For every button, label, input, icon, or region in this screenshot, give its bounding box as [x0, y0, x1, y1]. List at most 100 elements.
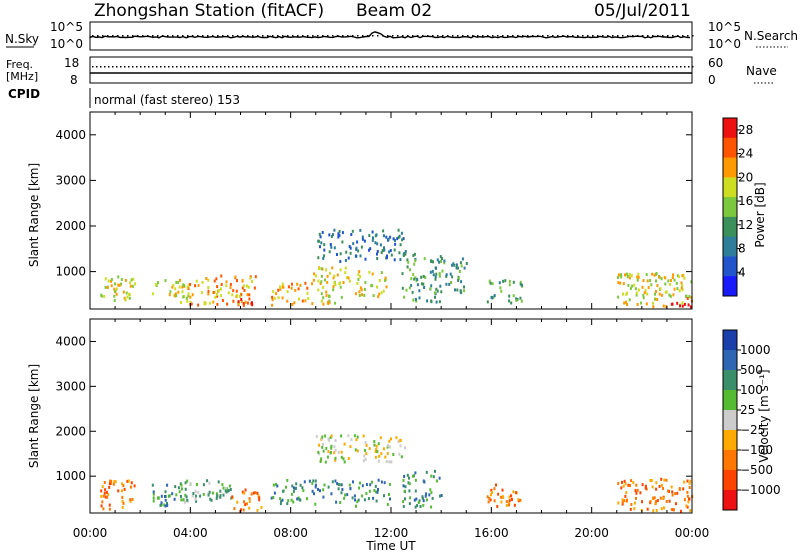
data-cell: [272, 496, 275, 499]
data-cell: [315, 435, 318, 439]
data-cell: [224, 489, 227, 493]
data-cell: [430, 300, 433, 304]
data-cell: [432, 475, 435, 479]
nsearch-dot: [627, 35, 629, 37]
freq-label: Freq.: [6, 58, 33, 71]
data-cell: [388, 250, 391, 254]
nave-dot: [216, 66, 218, 68]
data-cell: [306, 286, 309, 290]
data-cell: [108, 485, 111, 489]
y-tick-label: 2000: [55, 424, 86, 438]
data-cell: [398, 251, 401, 255]
data-cell: [341, 240, 344, 244]
data-cell: [171, 492, 174, 496]
data-cell: [327, 450, 330, 454]
nsearch-dot: [572, 35, 574, 37]
data-cell: [339, 268, 342, 272]
data-cell: [352, 480, 354, 484]
nsearch-dot: [677, 35, 679, 37]
power-colorbar: 4 8 12 16 20 24 28 Power [dB]: [722, 117, 767, 297]
data-cell: [324, 434, 327, 438]
data-cell: [685, 294, 688, 298]
data-cell: [177, 486, 180, 490]
nave-dot: [192, 66, 194, 68]
nsearch-dot: [427, 35, 429, 37]
data-cell: [321, 437, 323, 441]
data-cell: [460, 261, 462, 265]
nave-dot: [92, 66, 94, 68]
nave-dot: [468, 66, 470, 68]
nave-dot: [188, 66, 190, 68]
colorbar-swatch: [723, 197, 737, 218]
data-cell: [115, 292, 118, 296]
data-cell: [129, 498, 132, 502]
data-cell: [209, 497, 212, 501]
data-cell: [411, 474, 414, 478]
time-axis-labels: 00:00 04:00 08:00 12:00 16:00 20:00 00:00: [73, 526, 710, 540]
data-cell: [508, 279, 511, 283]
nave-dot: [336, 66, 338, 68]
data-cell: [376, 285, 378, 289]
data-cell: [652, 301, 655, 305]
data-cell: [130, 278, 133, 282]
data-cell: [627, 483, 630, 487]
data-cell: [379, 243, 382, 247]
data-cell: [244, 503, 247, 507]
data-cell: [336, 253, 338, 256]
nsearch-dot: [127, 35, 129, 37]
nave-dot: [456, 66, 458, 68]
data-cell: [151, 292, 154, 296]
data-cell: [516, 297, 519, 301]
data-cell: [321, 231, 324, 234]
data-cell: [401, 272, 404, 276]
nave-dot: [304, 66, 306, 68]
data-cell: [637, 275, 640, 279]
data-cell: [393, 258, 396, 262]
data-cell: [322, 285, 325, 289]
data-cell: [338, 233, 341, 237]
data-cell: [663, 506, 665, 510]
data-cell: [431, 269, 434, 273]
data-cell: [508, 499, 511, 503]
data-cell: [334, 283, 337, 287]
data-cell: [631, 284, 634, 288]
data-cell: [351, 229, 354, 233]
data-cell: [330, 444, 333, 448]
data-cell: [175, 294, 178, 298]
data-cell: [622, 484, 625, 488]
data-cell: [678, 289, 681, 293]
nsky-tick-top: 10^5: [50, 20, 83, 34]
data-cell: [103, 481, 106, 484]
data-cell: [336, 273, 339, 277]
data-cell: [681, 301, 684, 305]
nave-dot: [424, 66, 426, 68]
data-cell: [457, 277, 460, 281]
data-cell: [642, 293, 645, 297]
data-cell: [122, 290, 125, 294]
data-cell: [334, 448, 337, 452]
nsearch-dot: [372, 35, 374, 37]
data-cell: [665, 305, 668, 308]
data-cell: [377, 459, 380, 463]
data-cell: [372, 236, 374, 240]
data-cell: [410, 277, 413, 281]
data-cell: [241, 279, 244, 283]
data-cell: [227, 488, 230, 492]
data-cell: [248, 506, 251, 510]
data-cell: [191, 293, 194, 297]
data-cell: [403, 489, 406, 493]
data-cell: [639, 491, 642, 495]
data-cell: [402, 484, 405, 488]
nsearch-dot: [102, 35, 104, 37]
x-tick-label: 00:00: [73, 526, 108, 540]
data-cell: [380, 271, 383, 275]
nsearch-dot: [257, 35, 259, 37]
data-cell: [655, 279, 657, 283]
data-cell: [435, 266, 437, 270]
data-cell: [103, 491, 106, 495]
data-cell: [357, 498, 360, 502]
nave-dot: [656, 66, 658, 68]
data-cell: [338, 282, 341, 286]
nave-dot: [416, 66, 418, 68]
